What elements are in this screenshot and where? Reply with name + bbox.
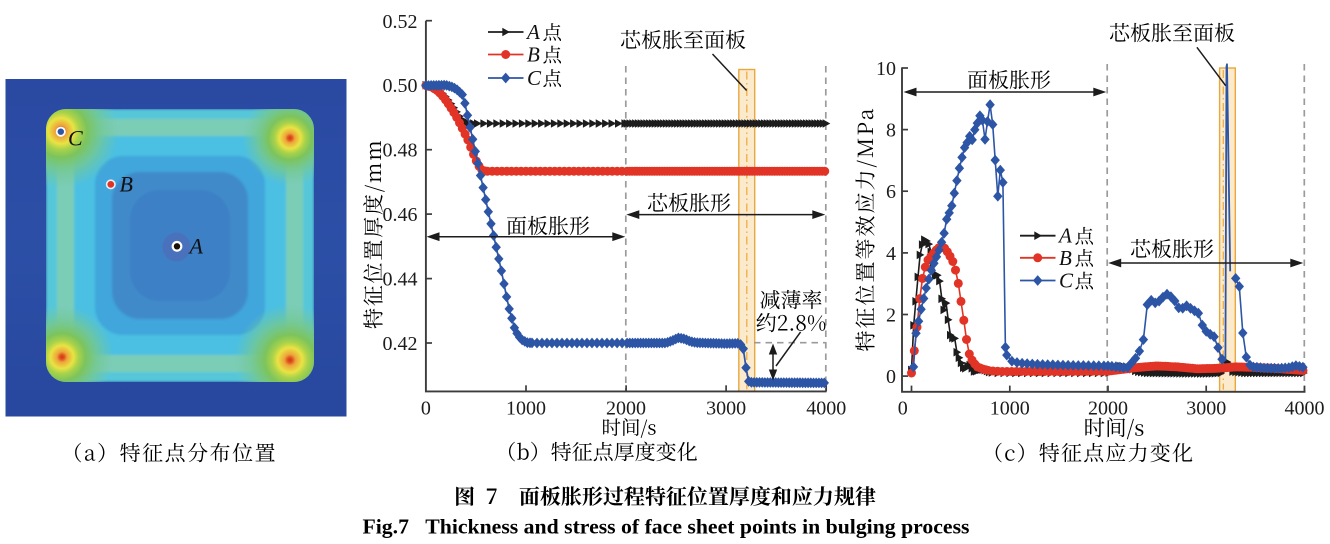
svg-text:3000: 3000	[1186, 398, 1226, 420]
svg-text:2: 2	[886, 304, 896, 326]
svg-text:B: B	[527, 43, 540, 67]
svg-text:0: 0	[898, 398, 908, 420]
svg-text:1000: 1000	[990, 398, 1030, 420]
svg-text:1000: 1000	[506, 398, 546, 420]
svg-text:4000: 4000	[806, 398, 846, 420]
svg-text:10: 10	[876, 58, 896, 80]
svg-text:0.44: 0.44	[383, 269, 418, 291]
svg-text:2000: 2000	[1088, 398, 1128, 420]
svg-text:C: C	[68, 126, 83, 151]
svg-text:B: B	[1059, 246, 1072, 270]
svg-text:A: A	[188, 234, 204, 259]
svg-text:0: 0	[421, 398, 431, 420]
svg-text:0.48: 0.48	[383, 140, 418, 162]
svg-text:8: 8	[886, 120, 896, 142]
svg-text:C: C	[1059, 269, 1074, 293]
svg-text:3000: 3000	[706, 398, 746, 420]
svg-text:A: A	[525, 20, 540, 44]
svg-text:Fig.7 Thickness and stress o: Fig.7 Thickness and stress of face sheet…	[363, 515, 970, 539]
svg-text:0.46: 0.46	[383, 204, 418, 226]
svg-text:2000: 2000	[606, 398, 646, 420]
svg-text:4: 4	[886, 243, 896, 265]
svg-text:B: B	[120, 172, 133, 197]
svg-text:A: A	[1057, 224, 1072, 248]
svg-text:0: 0	[886, 366, 896, 388]
svg-text:4000: 4000	[1285, 398, 1325, 420]
svg-text:0.42: 0.42	[383, 333, 418, 355]
svg-text:0.50: 0.50	[383, 75, 418, 97]
svg-text:6: 6	[886, 181, 896, 203]
svg-text:0.52: 0.52	[383, 11, 418, 33]
svg-text:C: C	[527, 66, 542, 90]
